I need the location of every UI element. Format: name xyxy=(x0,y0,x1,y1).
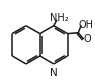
Text: O: O xyxy=(84,34,91,44)
Text: NH₂: NH₂ xyxy=(51,13,69,23)
Text: N: N xyxy=(50,68,58,78)
Text: OH: OH xyxy=(79,20,94,30)
